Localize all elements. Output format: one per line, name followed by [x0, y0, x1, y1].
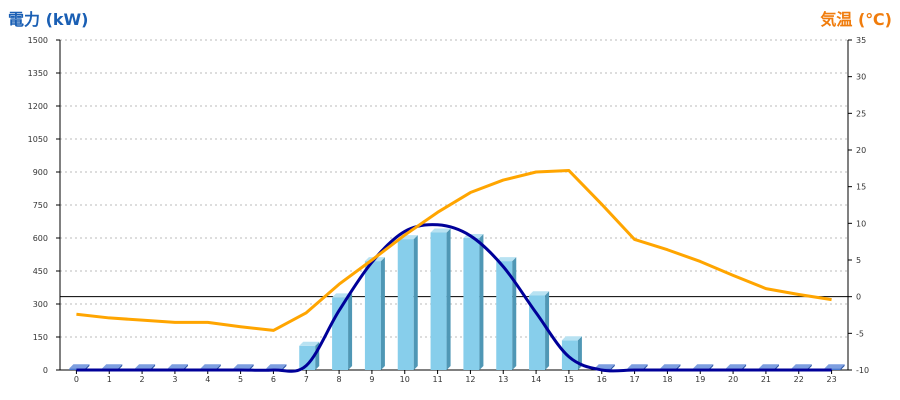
right-tick-label: 15 — [856, 183, 866, 192]
right-tick-label: -5 — [856, 329, 864, 338]
power-bar-side — [610, 364, 615, 370]
x-tick-label: 1 — [107, 375, 112, 384]
x-tick-label: 13 — [498, 375, 508, 384]
power-bar-top — [561, 336, 582, 341]
left-tick-label: 450 — [33, 267, 48, 276]
power-bar — [430, 232, 447, 370]
left-tick-label: 1050 — [28, 135, 48, 144]
x-tick-label: 14 — [531, 375, 541, 384]
left-tick-label: 1350 — [28, 69, 48, 78]
power-bar-top — [594, 364, 615, 369]
power-bar-side — [348, 293, 353, 370]
x-tick-label: 0 — [74, 375, 79, 384]
x-tick-label: 9 — [369, 375, 374, 384]
x-tick-label: 21 — [761, 375, 771, 384]
power-bar — [496, 261, 513, 370]
x-tick-label: 23 — [826, 375, 836, 384]
power-bar-top — [726, 364, 747, 369]
x-tick-label: 7 — [304, 375, 309, 384]
power-bar-top — [660, 364, 681, 369]
right-tick-label: 0 — [856, 293, 861, 302]
power-bar-side — [479, 234, 484, 370]
power-bar-top — [627, 364, 648, 369]
power-bar — [824, 368, 841, 370]
left-tick-label: 600 — [33, 234, 48, 243]
power-bar — [463, 238, 480, 370]
power-bar-side — [577, 336, 582, 370]
x-tick-label: 3 — [172, 375, 177, 384]
power-bar-top — [496, 257, 517, 262]
power-bar-side — [512, 257, 517, 370]
x-tick-label: 6 — [271, 375, 276, 384]
x-tick-label: 8 — [337, 375, 342, 384]
left-axis-title: 電力 (kW) — [8, 10, 89, 29]
right-tick-label: 5 — [856, 256, 861, 265]
right-tick-label: 35 — [856, 36, 866, 45]
x-tick-label: 16 — [597, 375, 607, 384]
power-bar-side — [249, 364, 254, 370]
right-tick-label: 10 — [856, 219, 866, 228]
x-tick-label: 11 — [432, 375, 442, 384]
left-tick-label: 150 — [33, 333, 48, 342]
left-tick-label: 900 — [33, 168, 48, 177]
power-bar-top — [266, 364, 287, 369]
power-bar-top — [758, 364, 779, 369]
power-bar — [529, 295, 546, 370]
x-tick-label: 12 — [465, 375, 475, 384]
power-bar-top — [299, 341, 320, 346]
right-tick-label: 20 — [856, 146, 866, 155]
power-bar-top — [529, 291, 550, 296]
temperature-line — [76, 169, 832, 332]
power-bar — [299, 345, 316, 370]
power-bar-side — [282, 364, 287, 370]
x-tick-label: 17 — [629, 375, 639, 384]
power-bar-top — [135, 364, 156, 369]
x-tick-label: 4 — [205, 375, 210, 384]
power-bar — [561, 340, 578, 370]
x-tick-label: 15 — [564, 375, 574, 384]
left-tick-label: 750 — [33, 201, 48, 210]
right-tick-label: -10 — [856, 366, 869, 375]
power-bar-side — [840, 364, 845, 370]
x-tick-label: 18 — [662, 375, 672, 384]
x-tick-label: 20 — [728, 375, 738, 384]
power-bar — [364, 261, 381, 370]
power-bar-top — [200, 364, 221, 369]
power-bar-top — [693, 364, 714, 369]
right-tick-label: 30 — [856, 73, 866, 82]
power-bar-top — [430, 228, 451, 233]
power-bar-side — [446, 228, 451, 370]
power-bar-top — [69, 364, 90, 369]
left-tick-label: 1500 — [28, 36, 48, 45]
power-curve-line — [76, 223, 832, 373]
power-bar-top — [167, 364, 188, 369]
x-tick-label: 22 — [794, 375, 804, 384]
left-tick-label: 1200 — [28, 102, 48, 111]
power-bar-side — [413, 235, 418, 370]
power-bar-top — [824, 364, 845, 369]
power-bar-top — [233, 364, 254, 369]
x-tick-label: 2 — [140, 375, 145, 384]
x-tick-label: 10 — [400, 375, 410, 384]
power-bar-top — [791, 364, 812, 369]
x-tick-label: 5 — [238, 375, 243, 384]
right-tick-label: 25 — [856, 109, 866, 118]
power-bar — [397, 239, 414, 370]
left-tick-label: 0 — [43, 366, 48, 375]
power-bar-top — [102, 364, 123, 369]
left-tick-label: 300 — [33, 300, 48, 309]
power-bar-side — [380, 257, 385, 370]
x-tick-label: 19 — [695, 375, 705, 384]
right-axis-title: 気温 (℃) — [820, 10, 892, 29]
